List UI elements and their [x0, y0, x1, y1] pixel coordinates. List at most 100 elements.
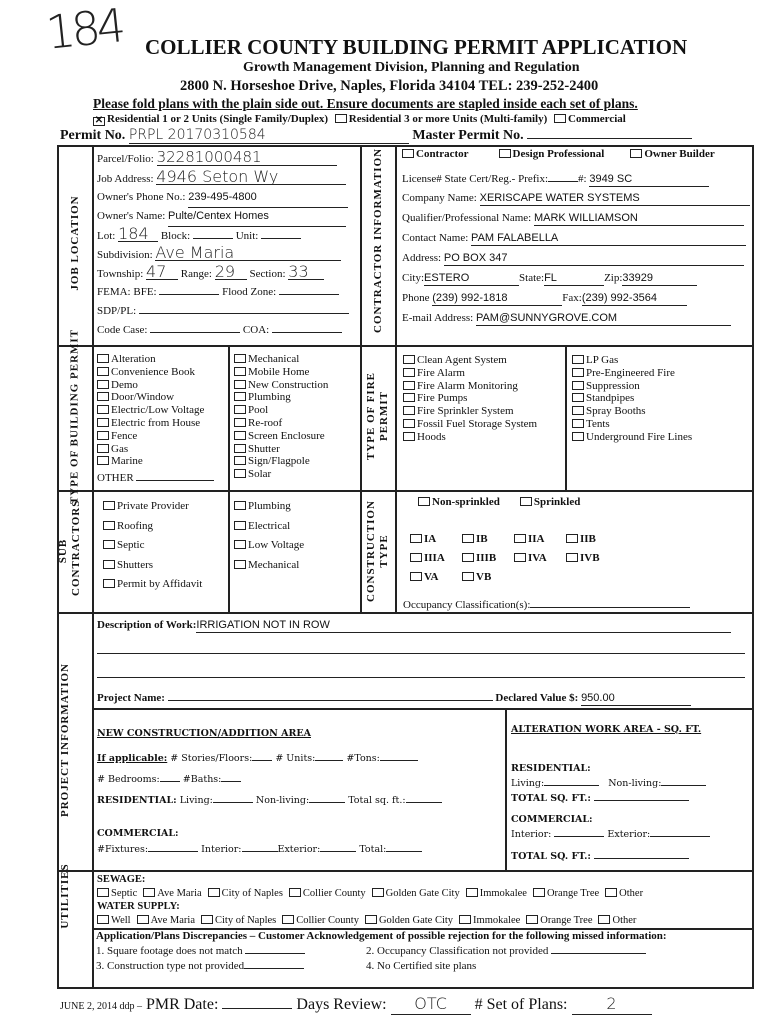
city-field[interactable]: ESTERO [424, 271, 520, 286]
total-field[interactable] [386, 841, 423, 852]
checkbox[interactable] [514, 534, 526, 543]
checkbox[interactable] [234, 392, 246, 402]
declared-value-field[interactable]: 950.00 [581, 691, 692, 706]
checkbox[interactable] [97, 405, 109, 415]
checkbox[interactable] [371, 887, 384, 897]
checkbox-item-shutters[interactable]: Shutters [103, 556, 202, 576]
checkbox-item-clean-agent-system[interactable]: Clean Agent System [403, 354, 537, 367]
checkbox[interactable] [97, 354, 109, 363]
block-field[interactable] [192, 228, 233, 239]
checkbox[interactable] [234, 354, 246, 363]
construction-type-vb[interactable]: VB [462, 568, 514, 587]
checkbox-item-fire-alarm-monitoring[interactable]: Fire Alarm Monitoring [403, 380, 537, 393]
alt-commercial-total-field[interactable] [594, 848, 690, 859]
checkbox[interactable] [97, 379, 109, 389]
construction-type-va[interactable]: VA [410, 568, 462, 587]
checkbox-item-demo[interactable]: Demo [97, 379, 204, 392]
license-number-field[interactable]: 3949 SC [589, 172, 710, 187]
checkbox-item-electric-from-house[interactable]: Electric from House [97, 417, 204, 430]
sewage-option-orange-tree[interactable]: Orange Tree [532, 887, 599, 899]
alt-total-field[interactable] [594, 790, 690, 801]
checkbox-item-low-voltage[interactable]: Low Voltage [234, 536, 304, 556]
fixtures-field[interactable] [148, 841, 199, 852]
checkbox[interactable] [234, 405, 246, 415]
checkbox[interactable] [572, 367, 584, 377]
alt-exterior-field[interactable] [650, 826, 711, 837]
total-sqft-field[interactable] [405, 792, 442, 803]
range-field[interactable]: 29 [214, 264, 247, 280]
checkbox[interactable] [234, 417, 246, 427]
description-line-3[interactable] [97, 667, 745, 678]
qualifier-field[interactable]: MARK WILLIAMSON [533, 211, 744, 226]
water-option-orange-tree[interactable]: Orange Tree [526, 914, 592, 926]
days-review-field[interactable]: OTC [390, 994, 471, 1015]
checkbox[interactable] [462, 553, 474, 562]
construction-type-iiia[interactable]: IIIA [410, 549, 462, 568]
checkbox-item-mobile-home[interactable]: Mobile Home [234, 366, 328, 379]
water-option-other[interactable]: Other [598, 914, 636, 926]
checkbox[interactable] [532, 887, 545, 897]
company-field[interactable]: XERISCAPE WATER SYSTEMS [479, 191, 750, 206]
checkbox-item-solar[interactable]: Solar [234, 468, 328, 481]
checkbox-item-plumbing[interactable]: Plumbing [234, 391, 328, 404]
owner-name-field[interactable]: Pulte/Centex Homes [168, 207, 347, 227]
checkbox-item-private-provider[interactable]: Private Provider [103, 497, 202, 517]
checkbox-item-screen-enclosure[interactable]: Screen Enclosure [234, 430, 328, 443]
checkbox[interactable] [410, 534, 422, 543]
email-field[interactable]: PAM@SUNNYGROVE.COM [475, 311, 731, 326]
checkbox-contractor[interactable] [402, 149, 414, 158]
sewage-option-septic[interactable]: Septic [97, 887, 137, 899]
checkbox[interactable] [403, 393, 415, 403]
construction-type-ib[interactable]: IB [462, 530, 514, 549]
checkbox-item-mechanical[interactable]: Mechanical [234, 353, 328, 366]
checkbox[interactable] [572, 406, 584, 416]
checkbox-item-permit-by-affidavit[interactable]: Permit by Affidavit [103, 575, 202, 595]
checkbox-item-pool[interactable]: Pool [234, 404, 328, 417]
interior-field[interactable] [241, 841, 278, 852]
checkbox[interactable] [234, 456, 246, 466]
checkbox-item-sign-flagpole[interactable]: Sign/Flagpole [234, 455, 328, 468]
checkbox[interactable] [234, 469, 246, 479]
checkbox[interactable] [97, 456, 109, 466]
checkbox[interactable] [97, 417, 109, 427]
sewage-option-other[interactable]: Other [605, 887, 643, 899]
checkbox-item-standpipes[interactable]: Standpipes [572, 392, 692, 405]
job-address-field[interactable]: 4946 Seton Wy [156, 169, 347, 185]
checkbox[interactable] [465, 887, 478, 897]
discrepancy-2-field[interactable] [551, 943, 647, 954]
contractor-address-field[interactable]: PO BOX 347 [443, 251, 744, 266]
checkbox[interactable] [234, 520, 246, 530]
sdp-field[interactable] [138, 303, 349, 314]
baths-field[interactable] [221, 771, 242, 782]
checkbox-item-mechanical[interactable]: Mechanical [234, 556, 304, 576]
checkbox-commercial[interactable] [554, 114, 567, 123]
checkbox-item-door-window[interactable]: Door/Window [97, 391, 204, 404]
contact-field[interactable]: PAM FALABELLA [471, 231, 747, 246]
checkbox[interactable] [403, 380, 415, 390]
section-field[interactable]: 33 [288, 264, 325, 280]
checkbox[interactable] [572, 431, 584, 441]
lot-field[interactable]: 184 [118, 226, 159, 242]
subdivision-field[interactable]: Ave Maria [155, 245, 342, 261]
checkbox-item-shutter[interactable]: Shutter [234, 443, 328, 456]
checkbox-item-convenience-book[interactable]: Convenience Book [97, 366, 204, 379]
master-permit-field[interactable] [527, 128, 693, 139]
construction-type-iiib[interactable]: IIIB [462, 549, 514, 568]
checkbox[interactable] [403, 418, 415, 428]
checkbox[interactable] [462, 572, 474, 581]
checkbox-item-electric-low-voltage[interactable]: Electric/Low Voltage [97, 404, 204, 417]
project-name-field[interactable] [167, 690, 493, 701]
checkbox-item-tents[interactable]: Tents [572, 418, 692, 431]
flood-zone-field[interactable] [278, 284, 339, 295]
checkbox-item-new-construction[interactable]: New Construction [234, 379, 328, 392]
water-option-collier-county[interactable]: Collier County [282, 914, 359, 926]
alt-interior-field[interactable] [554, 826, 605, 837]
checkbox[interactable] [403, 355, 415, 364]
water-option-ave-maria[interactable]: Ave Maria [136, 914, 195, 926]
checkbox[interactable] [403, 406, 415, 416]
code-case-field[interactable] [150, 322, 241, 333]
coa-field[interactable] [271, 322, 342, 333]
checkbox-item-underground-fire-lines[interactable]: Underground Fire Lines [572, 431, 692, 444]
checkbox[interactable] [103, 579, 115, 589]
checkbox-item-spray-booths[interactable]: Spray Booths [572, 405, 692, 418]
